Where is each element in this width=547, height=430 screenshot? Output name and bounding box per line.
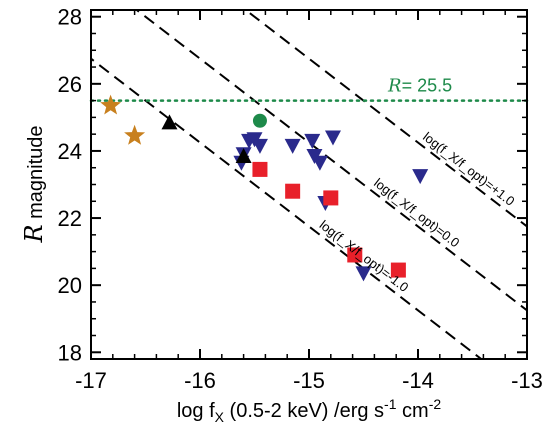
down-triangle-point <box>284 138 301 154</box>
x-title-part: log f <box>177 400 215 422</box>
star-point <box>124 124 146 145</box>
reference-line <box>91 57 483 359</box>
down-triangle-point <box>412 169 429 185</box>
y-tick-label: 26 <box>58 72 82 97</box>
y-tick-label: 28 <box>58 5 82 30</box>
square-point <box>347 247 363 263</box>
square-point <box>252 161 268 177</box>
data-points <box>100 94 429 282</box>
y-tick-label: 20 <box>58 273 82 298</box>
x-title-part: (0.5-2 keV) /erg s <box>224 400 384 422</box>
x-tick-label: -14 <box>402 368 434 393</box>
down-triangle-point <box>311 155 328 171</box>
circle-point <box>252 113 267 128</box>
limit-line-text: = 25.5 <box>402 76 453 96</box>
star-point <box>100 94 122 115</box>
x-axis-title: log fX (0.5-2 keV) /erg s-1 cm-2 <box>177 396 442 425</box>
reference-line-labels: log(f_X/f_opt)=+1.0log(f_X/f_opt)=0.0log… <box>317 129 518 295</box>
limit-line-group: R= 25.5 <box>89 76 529 102</box>
y-axis-title: R magnitude <box>20 125 48 243</box>
x-tick-label: -17 <box>75 368 107 393</box>
y-title-part: magnitude <box>25 125 47 224</box>
square-point <box>285 183 301 199</box>
y-tick-label: 22 <box>58 206 82 231</box>
reference-lines <box>91 10 527 359</box>
y-title-symbol: R <box>20 224 48 243</box>
x-tick-label: -16 <box>184 368 216 393</box>
plot-frame <box>90 9 528 360</box>
up-triangle-point <box>161 114 178 130</box>
x-title-superscript: -2 <box>429 396 442 412</box>
up-triangle-point <box>235 147 252 163</box>
down-triangle-point <box>304 133 321 149</box>
reference-line <box>135 10 527 312</box>
down-triangle-point <box>324 130 341 146</box>
x-title-part: cm <box>397 400 429 422</box>
limit-line-symbol: R <box>387 76 402 97</box>
down-triangle-point <box>355 266 372 282</box>
y-tick-label: 24 <box>58 139 82 164</box>
x-title-subscript: X <box>215 409 225 425</box>
reference-line-label: log(f_X/f_opt)=+1.0 <box>420 129 517 209</box>
x-tick-label: -15 <box>293 368 325 393</box>
x-title-superscript: -1 <box>384 396 397 412</box>
square-point <box>323 190 339 206</box>
square-point <box>390 262 406 278</box>
y-tick-label: 18 <box>58 340 82 365</box>
down-triangle-point <box>251 138 268 154</box>
limit-line-label: R= 25.5 <box>387 76 452 97</box>
reference-line-label: log(f_X/f_opt)=-1.0 <box>317 217 412 295</box>
axis-ticks: -17 -16 -15 -14 -13 18 20 22 24 26 28 <box>58 5 543 393</box>
reference-line <box>244 10 527 228</box>
reference-line-label: log(f_X/f_opt)=0.0 <box>371 175 462 250</box>
x-tick-label: -13 <box>511 368 543 393</box>
